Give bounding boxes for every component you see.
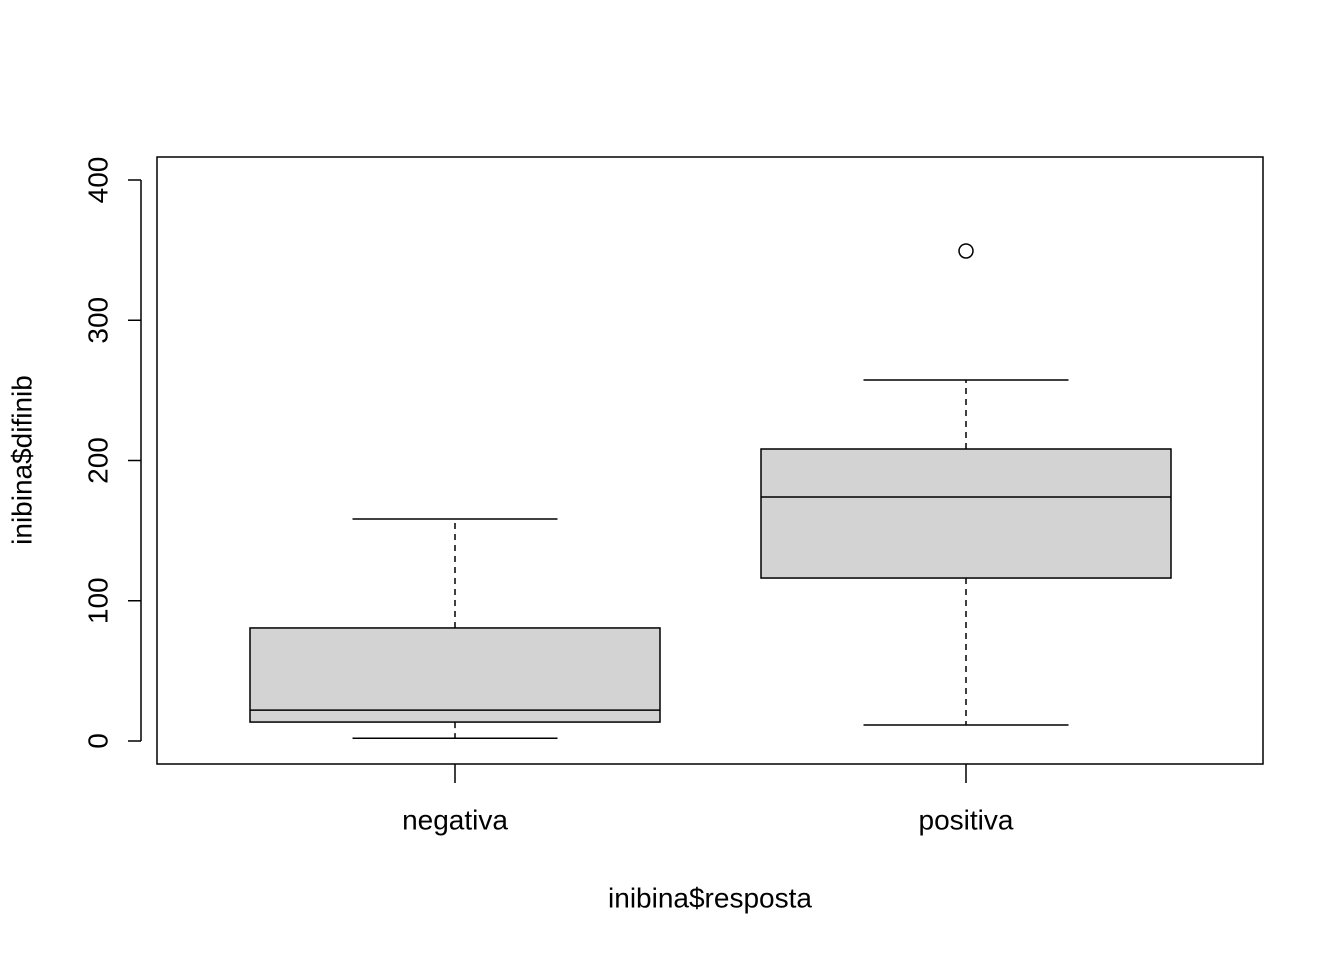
box (760, 448, 1172, 579)
y-tick-label: 100 (82, 577, 113, 624)
y-axis-label: inibina$difinib (6, 375, 37, 545)
x-tick-label: negativa (402, 804, 508, 835)
x-axis-label: inibina$resposta (608, 882, 812, 913)
y-tick-label: 400 (82, 157, 113, 204)
y-tick-label: 300 (82, 297, 113, 344)
y-tick-label: 0 (82, 733, 113, 749)
x-tick-label: positiva (919, 804, 1014, 835)
plot-frame (156, 156, 1264, 765)
outlier (958, 243, 974, 259)
y-tick-label: 200 (82, 437, 113, 484)
box (249, 627, 661, 723)
